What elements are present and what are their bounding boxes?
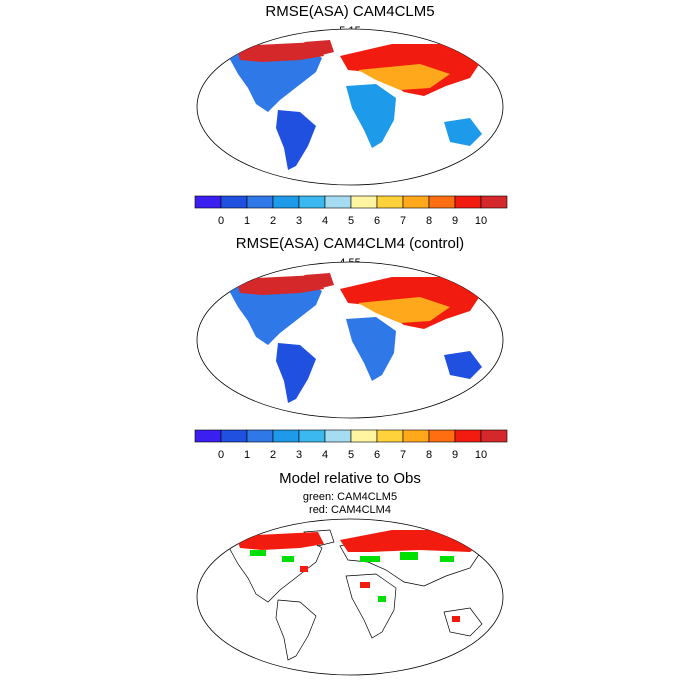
colorbar-1-swatch-10 [454, 195, 482, 209]
colorbar-1-tick-label: 5 [348, 215, 354, 227]
colorbar-2-swatch-4 [298, 429, 326, 443]
panel3-title: Model relative to Obs [279, 470, 421, 487]
colorbar-2-swatch-8 [402, 429, 430, 443]
colorbar-1-tick-label: 8 [426, 215, 432, 227]
colorbar-2-tick-label: 2 [270, 449, 276, 461]
map-panel-3 [196, 518, 504, 676]
colorbar-1-tick-label: 4 [322, 215, 328, 227]
colorbar-1-swatch-11 [480, 195, 508, 209]
colorbar-2-swatch-9 [428, 429, 456, 443]
map-panel-1 [196, 28, 504, 186]
colorbar-1-tick-label: 10 [475, 215, 487, 227]
panel3-legend-green: green: CAM4CLM5 [302, 491, 398, 503]
colorbar-2-swatch-7 [376, 429, 404, 443]
panel3-legend-red: red: CAM4CLM4 [309, 504, 391, 516]
colorbar-2-tick-label: 7 [400, 449, 406, 461]
colorbar-2-tick-label: 1 [244, 449, 250, 461]
colorbar-1-swatch-6 [350, 195, 378, 209]
map2-land [226, 273, 482, 403]
colorbar-2-swatch-0 [194, 429, 222, 443]
colorbar-1-swatch-4 [298, 195, 326, 209]
colorbar-1-tick-label: 0 [218, 215, 224, 227]
colorbar-1-swatch-0 [194, 195, 222, 209]
colorbar-2-swatch-2 [246, 429, 274, 443]
colorbar-1-swatch-7 [376, 195, 404, 209]
colorbar-2-swatch-5 [324, 429, 352, 443]
colorbar-2-tick-label: 4 [322, 449, 328, 461]
panel2-title: RMSE(ASA) CAM4CLM4 (control) [235, 235, 465, 252]
colorbar-1-tick-label: 2 [270, 215, 276, 227]
colorbar-2-swatch-6 [350, 429, 378, 443]
colorbar-1-swatch-3 [272, 195, 300, 209]
colorbar-2-tick-label: 8 [426, 449, 432, 461]
colorbar-1: 0 1 2 3 4 5 6 7 8 9 10 [194, 195, 508, 227]
colorbar-1-swatch-8 [402, 195, 430, 209]
colorbar-2: 0 1 2 3 4 5 6 7 8 9 10 [194, 429, 508, 461]
map3-boundary [196, 518, 504, 676]
map-panel-2 [196, 261, 504, 419]
colorbar-2-tick-label: 10 [475, 449, 487, 461]
panel1-title: RMSE(ASA) CAM4CLM5 [265, 3, 435, 20]
colorbar-2-tick-label: 9 [452, 449, 458, 461]
colorbar-2-swatch-3 [272, 429, 300, 443]
colorbar-2-tick-label: 5 [348, 449, 354, 461]
colorbar-1-swatch-9 [428, 195, 456, 209]
colorbar-2-swatch-1 [220, 429, 248, 443]
colorbar-2-swatch-11 [480, 429, 508, 443]
colorbar-1-swatch-1 [220, 195, 248, 209]
colorbar-2-tick-label: 3 [296, 449, 302, 461]
colorbar-1-swatch-2 [246, 195, 274, 209]
colorbar-1-tick-label: 3 [296, 215, 302, 227]
colorbar-1-tick-label: 1 [244, 215, 250, 227]
colorbar-2-tick-label: 0 [218, 449, 224, 461]
colorbar-1-swatch-5 [324, 195, 352, 209]
colorbar-1-tick-label: 9 [452, 215, 458, 227]
colorbar-2-tick-label: 6 [374, 449, 380, 461]
colorbar-2-swatch-10 [454, 429, 482, 443]
colorbar-1-tick-label: 7 [400, 215, 406, 227]
colorbar-1-tick-label: 6 [374, 215, 380, 227]
map1-land [226, 40, 482, 170]
